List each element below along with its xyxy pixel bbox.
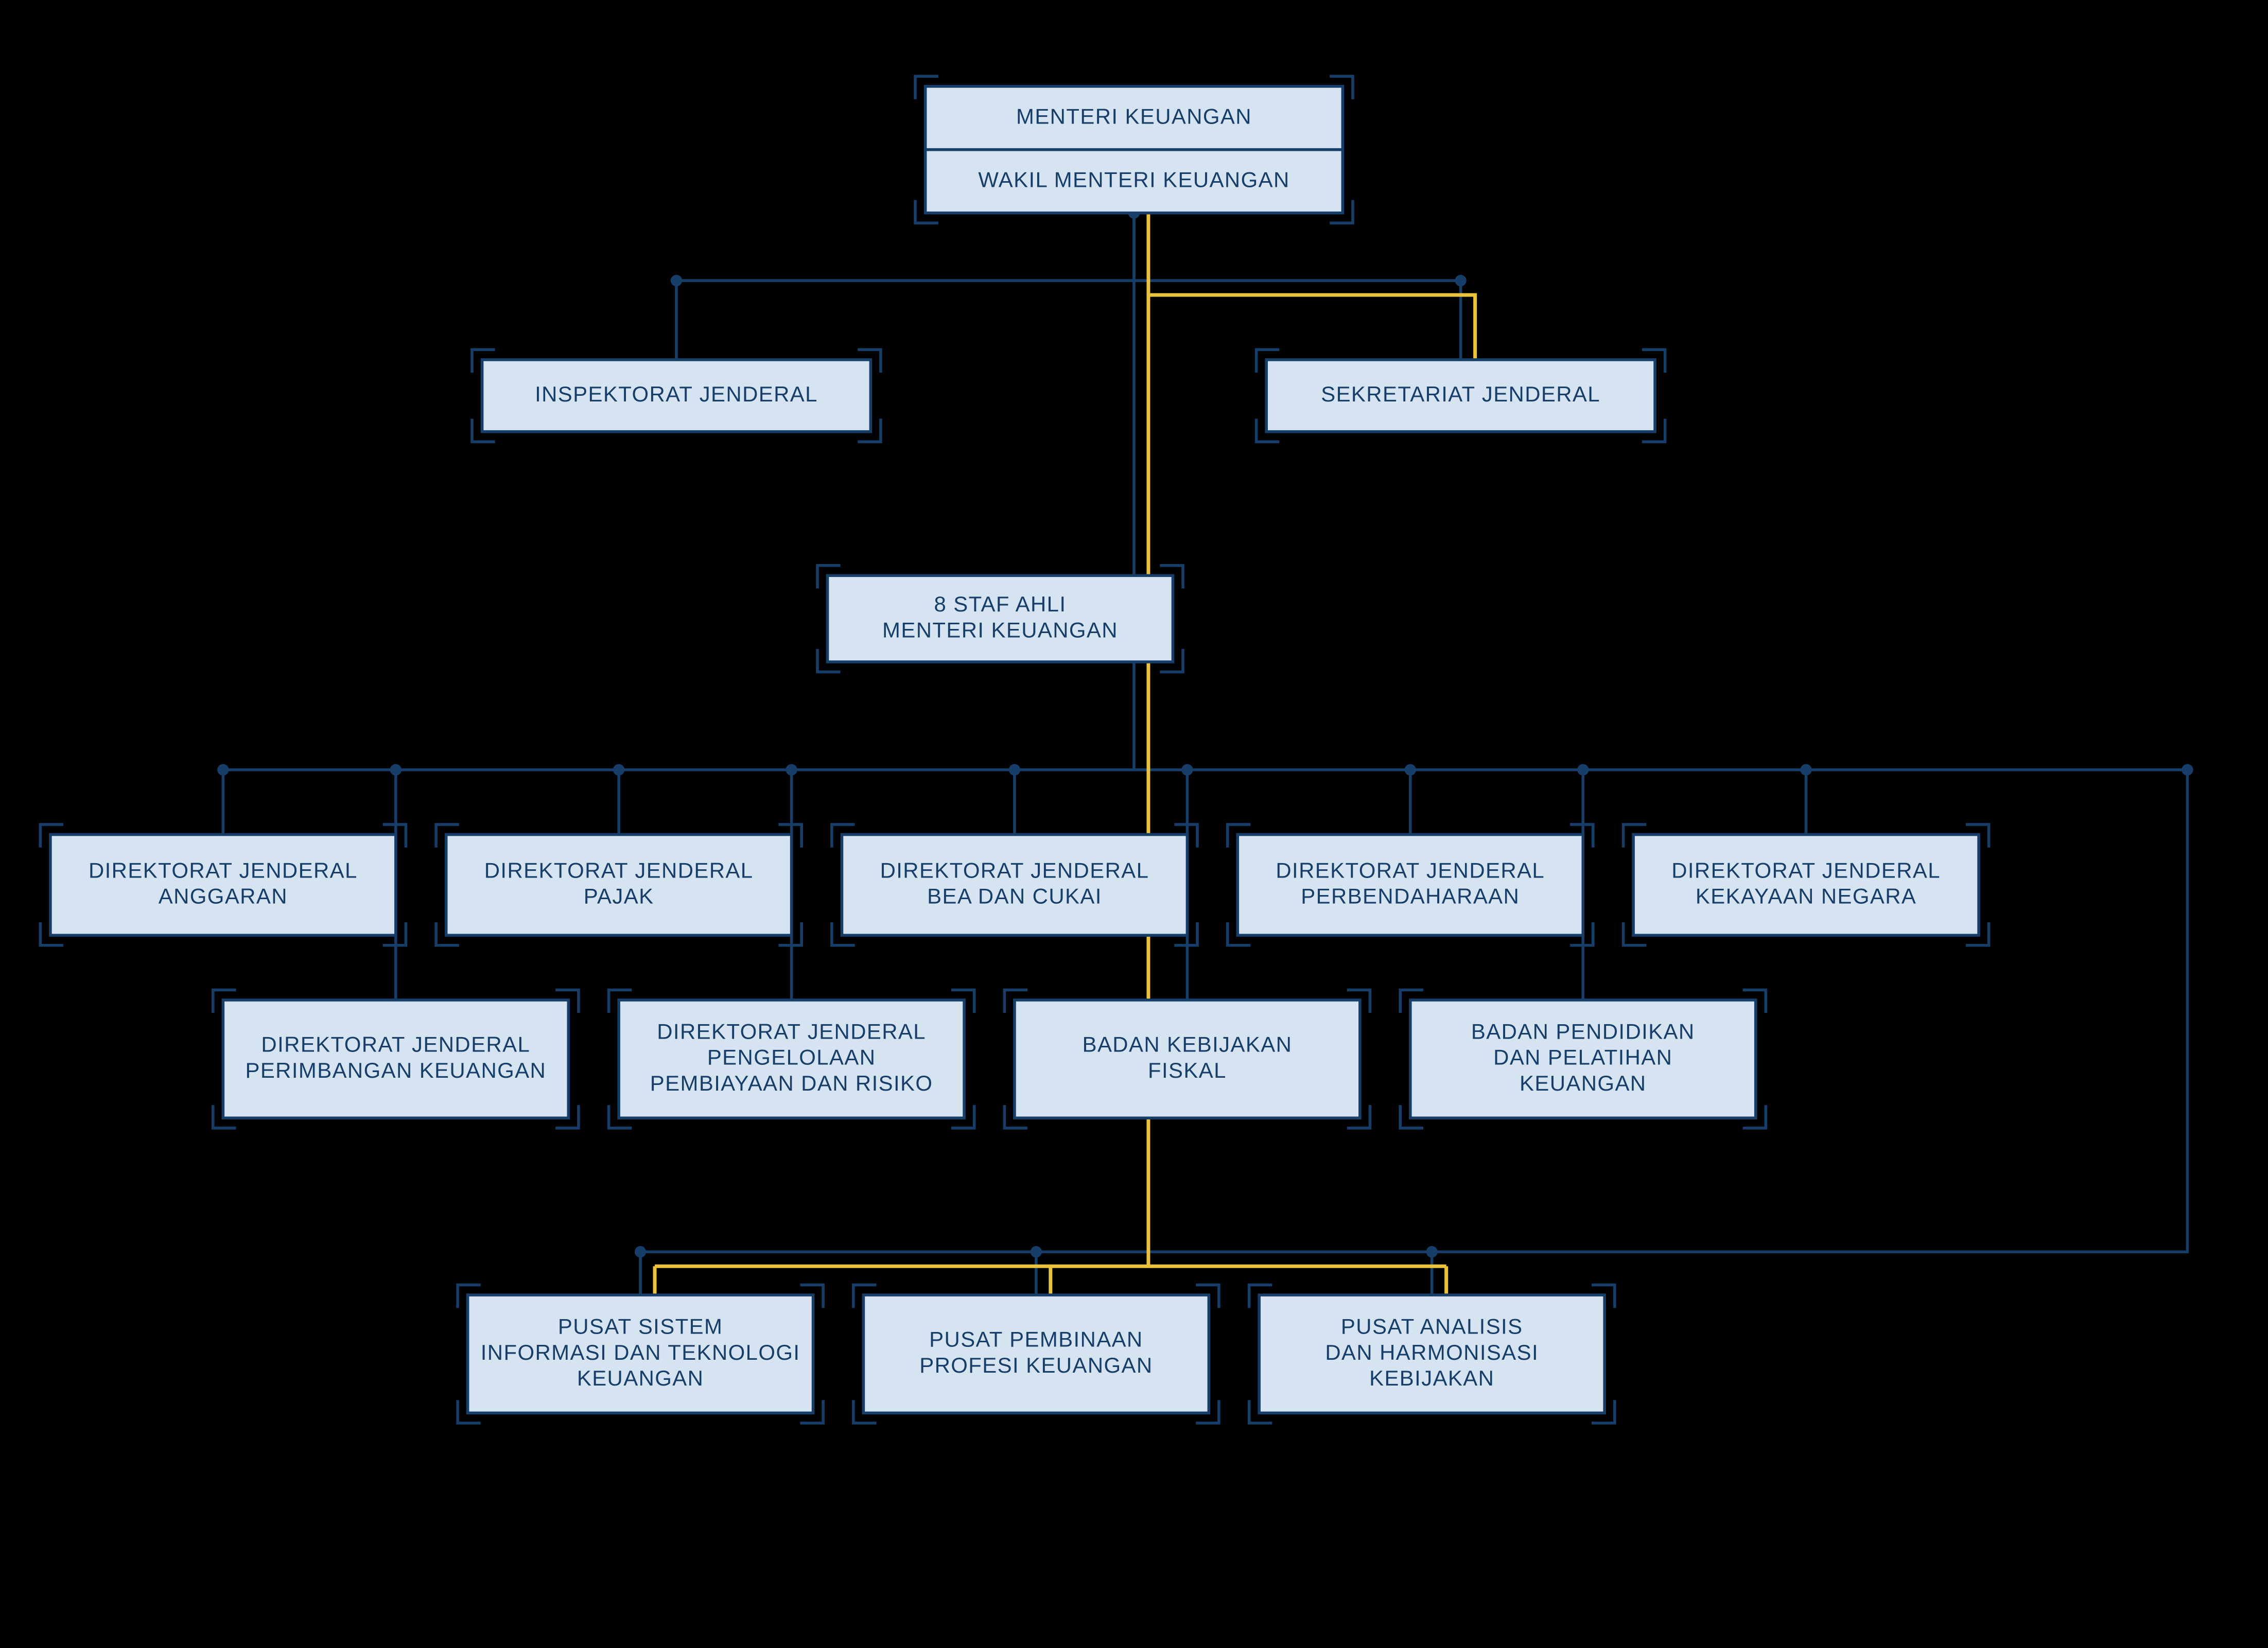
- node-label: ANGGARAN: [159, 884, 288, 908]
- node-sekretariat: SEKRETARIAT JENDERAL: [1257, 349, 1665, 442]
- node-label: DIREKTORAT JENDERAL: [657, 1019, 926, 1043]
- connector: [223, 770, 2187, 835]
- node-label: DAN HARMONISASI: [1325, 1340, 1539, 1364]
- node-label: PERBENDAHARAAN: [1301, 884, 1520, 908]
- node-label: PERIMBANGAN KEUANGAN: [245, 1058, 546, 1082]
- connector-dot: [1031, 1246, 1042, 1257]
- node-label: DIREKTORAT JENDERAL: [880, 858, 1149, 882]
- connector-dot: [1455, 275, 1466, 286]
- connector-dot: [1009, 764, 1020, 776]
- node-label: MENTERI KEUANGAN: [882, 618, 1118, 642]
- connector-dot: [1426, 1246, 1438, 1257]
- node-dj-pajak: DIREKTORAT JENDERALPAJAK: [436, 825, 801, 945]
- node-label: KEUANGAN: [577, 1366, 704, 1390]
- node-label: DIREKTORAT JENDERAL: [261, 1032, 530, 1057]
- node-label: 8 STAF AHLI: [934, 592, 1067, 616]
- connector-dot: [390, 764, 402, 776]
- node-dj-risiko: DIREKTORAT JENDERALPENGELOLAANPEMBIAYAAN…: [609, 990, 974, 1128]
- node-label: DIREKTORAT JENDERAL: [484, 858, 754, 882]
- node-label: PEMBIAYAAN DAN RISIKO: [650, 1071, 933, 1095]
- node-dj-perbend: DIREKTORAT JENDERALPERBENDAHARAAN: [1228, 825, 1593, 945]
- connector-dot: [1405, 764, 1416, 776]
- connector-dot: [635, 1246, 646, 1257]
- node-label: BEA DAN CUKAI: [927, 884, 1102, 908]
- node-wakil: WAKIL MENTERI KEUANGAN: [926, 150, 1343, 213]
- node-label: PROFESI KEUANGAN: [919, 1353, 1153, 1377]
- node-label: INSPEKTORAT JENDERAL: [535, 382, 818, 406]
- node-label: MENTERI KEUANGAN: [1016, 104, 1252, 128]
- node-label: WAKIL MENTERI KEUANGAN: [978, 167, 1289, 191]
- node-pahk: PUSAT ANALISISDAN HARMONISASIKEBIJAKAN: [1249, 1285, 1615, 1423]
- connector-dot: [671, 275, 682, 286]
- connector-dot: [1181, 764, 1193, 776]
- node-label: DAN PELATIHAN: [1493, 1045, 1672, 1070]
- org-chart-svg: MENTERI KEUANGAN WAKIL MENTERI KEUANGAN IN…: [0, 0, 2268, 1647]
- node-dj-anggaran: DIREKTORAT JENDERALANGGARAN: [40, 825, 406, 945]
- node-label: PAJAK: [584, 884, 654, 908]
- node-label: SEKRETARIAT JENDERAL: [1321, 382, 1600, 406]
- node-label: BADAN PENDIDIKAN: [1471, 1019, 1695, 1043]
- node-inspektorat: INSPEKTORAT JENDERAL: [472, 349, 881, 442]
- connector-dot: [2182, 764, 2193, 776]
- node-label: DIREKTORAT JENDERAL: [89, 858, 358, 882]
- node-label: BADAN KEBIJAKAN: [1083, 1032, 1293, 1057]
- connector: [676, 213, 1461, 360]
- node-label: DIREKTORAT JENDERAL: [1671, 858, 1941, 882]
- node-pusintek: PUSAT SISTEMINFORMASI DAN TEKNOLOGIKEUAN…: [458, 1285, 823, 1423]
- connector: [1134, 213, 1173, 619]
- connector-dot: [1577, 764, 1589, 776]
- org-chart: MENTERI KEUANGAN WAKIL MENTERI KEUANGAN IN…: [0, 0, 2268, 1647]
- node-label: INFORMASI DAN TEKNOLOGI: [481, 1340, 800, 1364]
- node-label: PUSAT ANALISIS: [1341, 1314, 1523, 1338]
- node-staf: 8 STAF AHLIMENTERI KEUANGAN: [817, 566, 1183, 672]
- connector-gold: [1148, 213, 1475, 360]
- node-menteri: MENTERI KEUANGAN: [926, 86, 1343, 150]
- connector-gold: [655, 295, 1446, 1295]
- node-label: DIREKTORAT JENDERAL: [1276, 858, 1545, 882]
- node-label: PENGELOLAAN: [707, 1045, 876, 1070]
- node-dj-kekayaan: DIREKTORAT JENDERALKEKAYAAN NEGARA: [1624, 825, 1989, 945]
- connector-dot: [1800, 764, 1811, 776]
- node-bkf: BADAN KEBIJAKANFISKAL: [1004, 990, 1370, 1128]
- node-label: KEBIJAKAN: [1369, 1366, 1494, 1390]
- node-label: KEKAYAAN NEGARA: [1696, 884, 1916, 908]
- connector-dot: [786, 764, 797, 776]
- connector-dot: [217, 764, 229, 776]
- node-ppk: PUSAT PEMBINAANPROFESI KEUANGAN: [853, 1285, 1219, 1423]
- node-dj-beacukai: DIREKTORAT JENDERALBEA DAN CUKAI: [832, 825, 1197, 945]
- node-label: FISKAL: [1148, 1058, 1227, 1082]
- node-label: PUSAT SISTEM: [558, 1314, 723, 1338]
- node-dj-perimb: DIREKTORAT JENDERALPERIMBANGAN KEUANGAN: [213, 990, 579, 1128]
- node-label: KEUANGAN: [1520, 1071, 1646, 1095]
- node-bppk: BADAN PENDIDIKANDAN PELATIHANKEUANGAN: [1400, 990, 1766, 1128]
- connector-dot: [613, 764, 624, 776]
- node-label: PUSAT PEMBINAAN: [929, 1327, 1143, 1352]
